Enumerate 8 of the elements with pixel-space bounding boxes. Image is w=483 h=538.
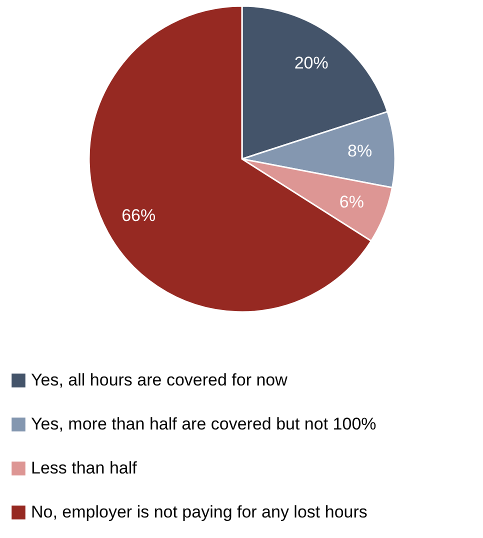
legend-label: Less than half bbox=[31, 458, 138, 478]
data-label: 20% bbox=[294, 54, 328, 73]
legend-label: No, employer is not paying for any lost hours bbox=[31, 502, 368, 522]
legend-label: Yes, all hours are covered for now bbox=[31, 370, 288, 390]
legend-label: Yes, more than half are covered but not 100% bbox=[31, 414, 376, 434]
data-label: 8% bbox=[347, 142, 372, 161]
data-label: 6% bbox=[339, 192, 364, 212]
data-label: 66% bbox=[122, 206, 156, 225]
